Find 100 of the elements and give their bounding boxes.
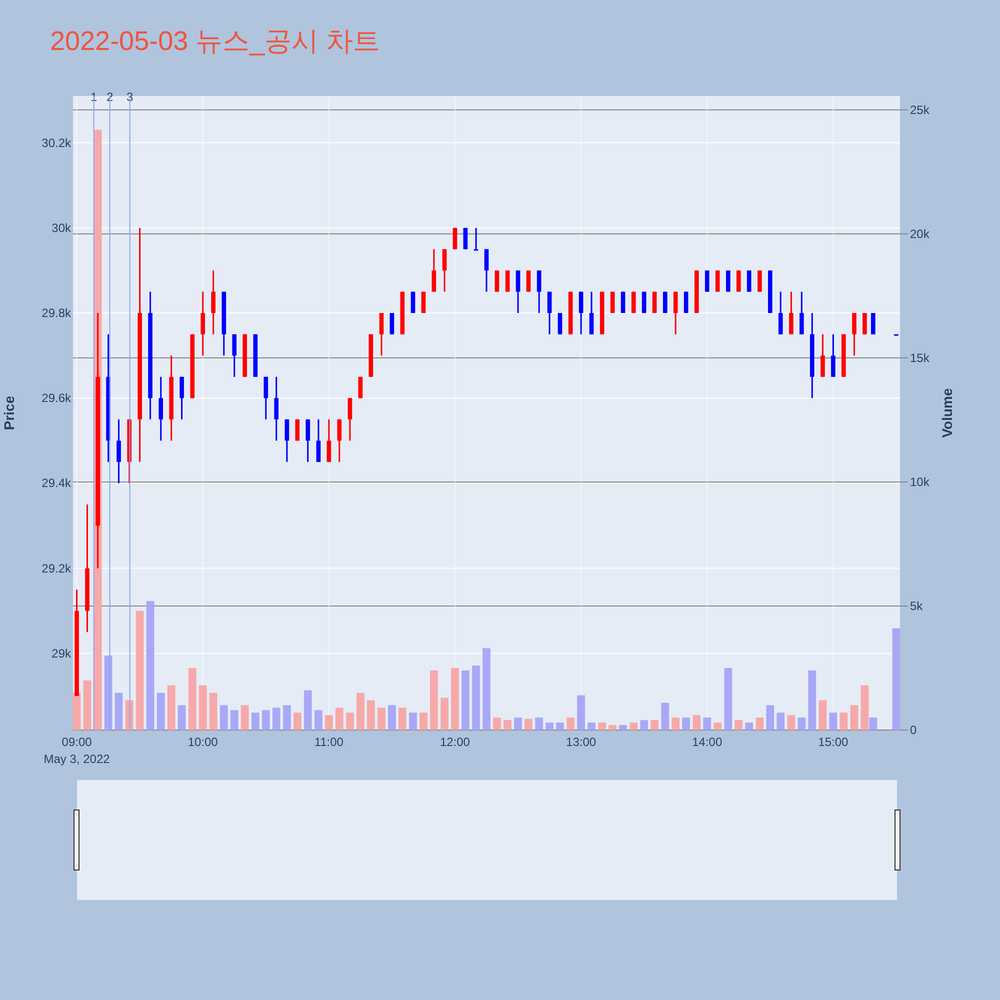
- bar: [714, 722, 722, 730]
- candlestick: [800, 290, 804, 336]
- candlestick: [610, 290, 615, 314]
- bar: [324, 715, 333, 730]
- x-tick-label: 11:00: [314, 735, 344, 749]
- bar: [630, 722, 638, 730]
- candlestick: [410, 290, 416, 314]
- bar: [472, 666, 480, 730]
- candlestick: [852, 312, 856, 356]
- bar: [869, 718, 878, 730]
- candlestick: [316, 418, 321, 463]
- bar: [860, 685, 869, 730]
- bar: [178, 705, 186, 730]
- candlestick: [536, 270, 542, 314]
- y-tick-label: 30k: [52, 220, 72, 235]
- bar: [356, 692, 364, 730]
- bar: [493, 718, 501, 730]
- y2-tick-label: 15k: [910, 350, 930, 365]
- candlestick: [158, 376, 164, 442]
- candlestick: [484, 248, 489, 292]
- candlestick: [442, 248, 447, 292]
- candlestick: [116, 418, 121, 484]
- bar: [272, 708, 280, 730]
- bar: [188, 668, 196, 730]
- bar: [672, 718, 680, 730]
- candlestick: [284, 418, 290, 463]
- candlestick: [684, 290, 688, 314]
- candlestick: [379, 312, 384, 356]
- bar: [892, 628, 900, 730]
- candlestick: [789, 290, 794, 336]
- candlestick: [620, 290, 626, 314]
- bar: [766, 705, 774, 730]
- candlestick: [274, 376, 279, 442]
- bar: [829, 712, 838, 730]
- candlestick: [547, 290, 552, 336]
- candlestick: [642, 290, 646, 314]
- x-tick-label: 15:00: [818, 735, 849, 749]
- bar: [430, 670, 438, 730]
- bar: [504, 720, 512, 730]
- y-tick-label: 29.6k: [42, 391, 72, 406]
- y-tick-label: 29.2k: [42, 561, 72, 576]
- bar: [304, 690, 312, 730]
- bar: [524, 718, 532, 730]
- candlestick: [662, 290, 668, 314]
- candlestick: [474, 227, 478, 251]
- bar: [409, 712, 417, 730]
- x-tick-label: 14:00: [692, 735, 722, 749]
- candlestick: [558, 312, 562, 336]
- candlestick: [200, 290, 206, 356]
- bar: [283, 705, 291, 730]
- bar: [314, 710, 322, 730]
- candlestick: [264, 376, 268, 420]
- bar: [850, 705, 858, 730]
- candlestick: [652, 290, 657, 314]
- bar: [818, 700, 827, 730]
- bar: [136, 610, 144, 730]
- bar: [577, 695, 585, 730]
- bar: [724, 668, 732, 730]
- bar: [167, 685, 176, 730]
- bar: [209, 692, 218, 730]
- candlestick: [421, 290, 426, 314]
- candlestick: [432, 248, 436, 292]
- candlestick: [306, 418, 310, 463]
- bar: [335, 708, 344, 730]
- y-tick-label: 29k: [52, 646, 72, 660]
- bar: [776, 712, 785, 730]
- y-axis-title: Price: [1, 396, 17, 430]
- bar: [251, 712, 260, 730]
- bar: [230, 710, 238, 730]
- bar: [756, 718, 764, 730]
- bar: [598, 722, 606, 730]
- candlestick: [631, 290, 636, 314]
- y2-tick-label: 0: [910, 723, 917, 737]
- candlestick: [390, 312, 394, 336]
- bar: [220, 705, 228, 730]
- bar: [146, 601, 154, 730]
- x-tick-label: 13:00: [566, 735, 596, 749]
- bar: [451, 668, 459, 730]
- bar: [156, 692, 165, 730]
- x-tick-label: 10:00: [188, 735, 218, 749]
- x-tick-label: 09:00: [62, 735, 92, 749]
- bar: [83, 680, 92, 730]
- candlestick: [348, 397, 352, 442]
- candlestick: [180, 376, 184, 420]
- bar: [703, 718, 712, 730]
- bar: [420, 712, 428, 730]
- bar: [535, 718, 543, 730]
- bar: [240, 705, 249, 730]
- y-tick-label: 30.2k: [42, 136, 72, 150]
- bar: [398, 708, 406, 730]
- bar: [198, 685, 207, 730]
- candlestick: [326, 418, 332, 463]
- candlestick: [778, 290, 783, 336]
- text: May 3, 2022: [44, 752, 110, 766]
- candlestick: [831, 334, 836, 378]
- bar: [462, 670, 470, 730]
- bar: [692, 715, 701, 730]
- bar: [262, 710, 270, 730]
- bar: [619, 725, 627, 730]
- candlestick: [337, 418, 342, 463]
